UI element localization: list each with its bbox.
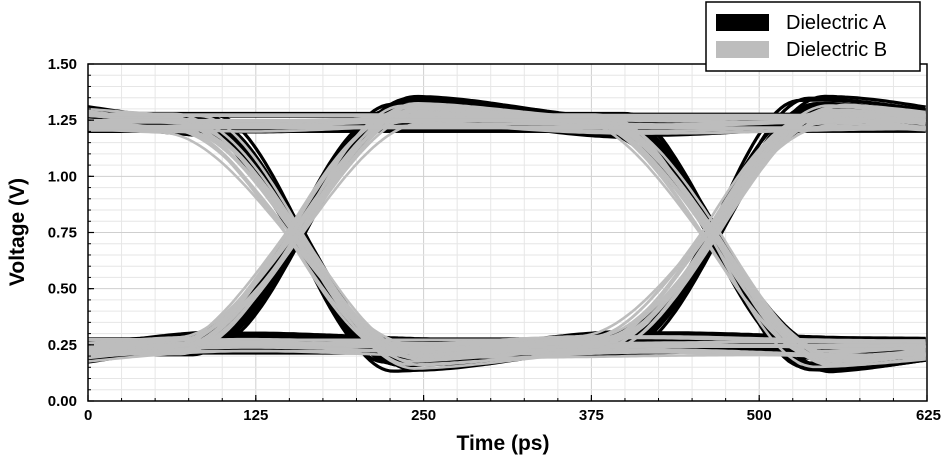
trace-line	[88, 102, 926, 356]
x-tick-label: 375	[579, 407, 604, 424]
trace-line	[87, 113, 926, 350]
trace-line	[87, 116, 926, 355]
y-tick-label: 0.00	[48, 393, 77, 410]
legend-swatch-dielectric-a	[716, 14, 769, 31]
trace-line	[88, 114, 926, 345]
trace-line	[88, 112, 926, 370]
trace-line	[88, 115, 926, 355]
trace-line	[87, 104, 926, 358]
trace-line	[88, 112, 926, 358]
trace-line	[88, 129, 926, 352]
trace-line	[88, 123, 926, 356]
y-tick-label: 0.75	[48, 225, 77, 242]
y-tick-label: 0.25	[48, 337, 77, 354]
trace-line	[88, 118, 926, 360]
traces	[87, 94, 926, 374]
x-tick-label: 250	[411, 407, 436, 424]
trace-line	[88, 128, 926, 353]
x-tick-label: 125	[243, 407, 268, 424]
trace-line	[87, 125, 926, 348]
ticks: 0 125 250 375 500 625 0.00 0.25 0.50 0.75 1.00 1.25…	[48, 56, 941, 424]
legend-label-dielectric-b: Dielectric B	[786, 39, 887, 61]
series-dielectric-b	[87, 102, 926, 370]
trace-line	[88, 129, 926, 350]
legend: Dielectric A Dielectric B	[705, 1, 921, 72]
trace-line	[88, 124, 926, 353]
trace-line	[87, 111, 926, 357]
trace-line	[88, 111, 926, 358]
trace-line	[88, 112, 926, 356]
trace-line	[88, 116, 926, 352]
trace-line	[88, 104, 926, 352]
trace-line	[87, 114, 926, 354]
trace-line	[87, 124, 926, 346]
trace-line	[87, 122, 926, 352]
x-tick-label: 0	[84, 407, 92, 424]
x-tick-label: 625	[916, 407, 941, 424]
trace-line	[88, 114, 926, 356]
y-tick-label: 1.25	[48, 112, 77, 129]
trace-line	[87, 111, 926, 358]
legend-swatch-dielectric-b	[716, 41, 769, 58]
x-tick-label: 500	[747, 407, 772, 424]
trace-line	[88, 127, 926, 351]
y-tick-label: 1.50	[48, 56, 77, 73]
trace-line	[88, 125, 926, 353]
legend-label-dielectric-a: Dielectric A	[786, 12, 887, 34]
y-tick-label: 0.50	[48, 281, 77, 298]
x-axis-title: Time (ps)	[457, 432, 550, 455]
y-tick-label: 1.00	[48, 168, 77, 185]
legend-box	[705, 1, 921, 72]
y-axis-title: Voltage (V)	[6, 178, 29, 286]
